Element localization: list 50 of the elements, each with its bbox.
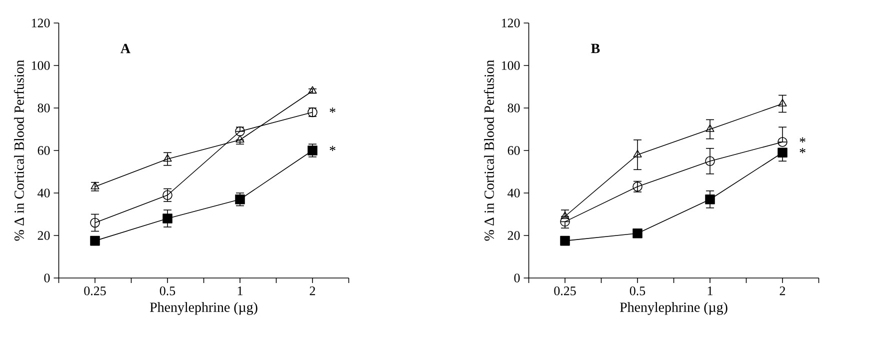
- x-axis-title: Phenylephrine (µg): [150, 302, 258, 315]
- point: [90, 182, 100, 190]
- y-axis-title: % Δ in Cortical Blood Perfusion: [484, 60, 494, 241]
- point: [236, 134, 244, 143]
- y-tick-label: 0: [44, 274, 50, 282]
- y-tick-label: 40: [38, 188, 50, 198]
- y-tick-label: 100: [502, 61, 520, 70]
- y-tick-label: 80: [508, 104, 520, 112]
- y-tick-label: 40: [508, 188, 520, 198]
- x-tick-label: 1: [238, 286, 242, 296]
- point: [90, 236, 100, 246]
- point: [633, 150, 642, 158]
- y-tick-label: 0: [514, 274, 520, 282]
- text: A: [120, 44, 130, 54]
- annotation: *: [800, 137, 806, 143]
- point: [778, 148, 788, 158]
- point: [706, 124, 714, 132]
- point: [308, 86, 317, 94]
- y-axis-title: % Δ in Cortical Blood Perfusion: [14, 60, 24, 241]
- point: [778, 137, 788, 147]
- text: B: [591, 44, 600, 54]
- point: [705, 156, 715, 166]
- point: [778, 98, 787, 106]
- point: [162, 190, 172, 200]
- annotation: *: [330, 108, 336, 113]
- y-tick-label: 80: [38, 104, 50, 112]
- x-tick-label: 2: [780, 286, 786, 296]
- point: [235, 126, 245, 136]
- y-tick-label: 120: [502, 18, 520, 28]
- point: [162, 214, 172, 224]
- x-tick-label: 0.5: [160, 286, 176, 296]
- annotation: *: [330, 146, 336, 152]
- x-tick-label: 1: [708, 286, 712, 296]
- x-tick-label: 2: [310, 286, 316, 296]
- point: [163, 154, 172, 162]
- y-tick-label: 120: [32, 18, 50, 28]
- y-tick-label: 60: [38, 146, 50, 155]
- x-tick-label: 0.25: [84, 286, 106, 296]
- point: [560, 236, 570, 246]
- point: [90, 218, 100, 228]
- x-tick-label: 0.25: [554, 286, 576, 296]
- x-tick-label: 0.5: [630, 286, 646, 296]
- y-tick-label: 20: [508, 231, 520, 240]
- y-tick-label: 60: [508, 146, 520, 155]
- x-axis-title: Phenylephrine (µg): [620, 302, 728, 315]
- annotation: *: [800, 148, 806, 154]
- point: [632, 228, 642, 238]
- y-tick-label: 100: [32, 61, 50, 70]
- y-tick-label: 20: [38, 231, 50, 240]
- point: [705, 194, 715, 204]
